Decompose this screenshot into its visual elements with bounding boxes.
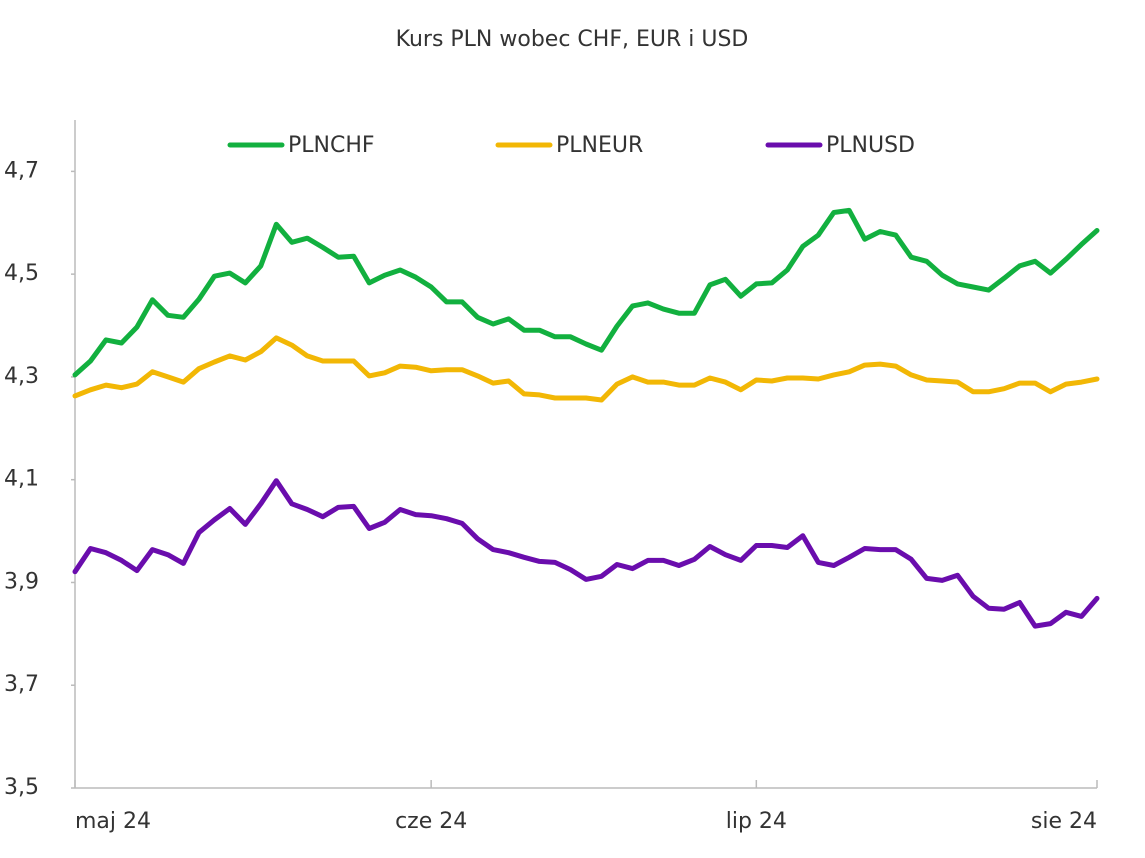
x-tick-label: lip 24	[726, 809, 787, 834]
legend-label: PLNCHF	[288, 133, 375, 158]
x-tick-label: sie 24	[1031, 809, 1097, 834]
line-series	[72, 335, 1100, 403]
legend-label: PLNEUR	[556, 133, 643, 158]
x-tick-label: maj 24	[75, 809, 151, 834]
legend-label: PLNUSD	[826, 133, 915, 158]
chart-title: Kurs PLN wobec CHF, EUR i USD	[396, 27, 749, 52]
y-tick-label: 4,3	[4, 364, 39, 389]
y-tick-label: 3,7	[4, 672, 39, 697]
line-series	[72, 207, 1100, 378]
y-tick-label: 4,5	[4, 261, 39, 286]
x-tick-label: cze 24	[395, 809, 467, 834]
y-tick-label: 3,9	[4, 569, 39, 594]
line-series	[72, 478, 1100, 629]
y-tick-label: 4,1	[4, 467, 39, 492]
y-tick-label: 4,7	[4, 158, 39, 183]
y-tick-label: 3,5	[4, 775, 39, 800]
